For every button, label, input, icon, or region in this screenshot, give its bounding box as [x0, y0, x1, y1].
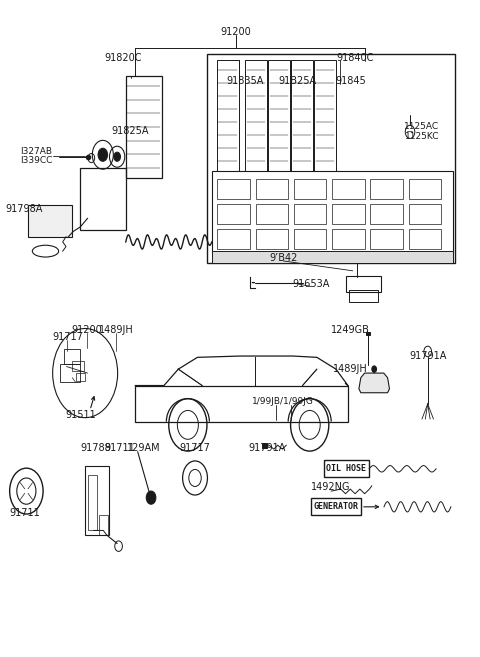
Bar: [371, 204, 403, 223]
Bar: [408, 204, 441, 223]
Bar: [294, 229, 326, 248]
Bar: [256, 204, 288, 223]
Bar: [60, 364, 80, 382]
Bar: [408, 229, 441, 248]
Text: 91798A: 91798A: [6, 204, 43, 214]
Text: I327AB: I327AB: [20, 147, 52, 156]
Text: 91711: 91711: [9, 509, 40, 518]
Text: 9’B42: 9’B42: [269, 254, 298, 263]
Text: 91200: 91200: [71, 325, 102, 335]
Circle shape: [146, 491, 156, 504]
Text: I339CC: I339CC: [20, 156, 52, 165]
Text: 91B25A: 91B25A: [279, 76, 317, 85]
Bar: [346, 276, 382, 292]
Bar: [294, 204, 326, 223]
Circle shape: [114, 152, 120, 162]
Text: 91825A: 91825A: [112, 125, 149, 135]
Bar: [99, 515, 108, 535]
Bar: [212, 171, 453, 253]
Text: 91820C: 91820C: [105, 53, 142, 63]
Bar: [75, 373, 85, 381]
Text: GENERATOR: GENERATOR: [313, 503, 359, 511]
Text: 91845: 91845: [335, 76, 366, 85]
Text: 91835A: 91835A: [227, 76, 264, 85]
Bar: [72, 361, 84, 371]
Bar: [135, 386, 348, 422]
Bar: [371, 229, 403, 248]
Text: 91840C: 91840C: [336, 53, 374, 63]
Bar: [366, 332, 370, 335]
Text: 1492NG: 1492NG: [311, 482, 350, 492]
Text: 1/99JB/1/99JG: 1/99JB/1/99JG: [252, 397, 313, 407]
Bar: [28, 205, 72, 237]
Bar: [217, 229, 250, 248]
Bar: [217, 179, 250, 198]
Bar: [268, 60, 290, 171]
Bar: [217, 204, 250, 223]
Bar: [371, 179, 403, 198]
Bar: [80, 168, 126, 230]
Bar: [245, 60, 267, 171]
Bar: [256, 179, 288, 198]
Bar: [408, 179, 441, 198]
Text: 91511: 91511: [65, 410, 96, 420]
Text: OIL HOSE: OIL HOSE: [326, 464, 367, 473]
Bar: [294, 179, 326, 198]
Text: 91791A: 91791A: [248, 443, 286, 453]
Bar: [256, 229, 288, 248]
Bar: [332, 179, 365, 198]
Bar: [64, 350, 80, 364]
Circle shape: [372, 366, 377, 373]
Text: 1125AC: 1125AC: [405, 122, 440, 131]
Bar: [332, 229, 365, 248]
Text: 1489JH: 1489JH: [333, 364, 368, 374]
Bar: [126, 76, 162, 177]
Bar: [216, 60, 239, 171]
Circle shape: [98, 148, 108, 162]
Bar: [349, 290, 378, 302]
Text: 91788: 91788: [81, 443, 111, 453]
Text: 91200: 91200: [220, 27, 251, 37]
Bar: [332, 204, 365, 223]
Text: 91717: 91717: [52, 332, 83, 342]
Bar: [311, 498, 361, 515]
Bar: [324, 461, 369, 478]
Text: 1249GB: 1249GB: [331, 325, 370, 335]
Bar: [212, 251, 453, 263]
Text: 91711: 91711: [105, 443, 135, 453]
Text: 1125KC: 1125KC: [405, 132, 439, 141]
Text: 91791A: 91791A: [409, 351, 446, 361]
Bar: [207, 55, 456, 263]
Text: 129AM: 129AM: [127, 443, 161, 453]
Polygon shape: [359, 373, 389, 393]
Bar: [88, 475, 97, 530]
Text: 91717: 91717: [180, 443, 210, 453]
Bar: [262, 443, 267, 448]
Bar: [314, 60, 336, 171]
Text: 91653A: 91653A: [292, 279, 330, 289]
Bar: [291, 60, 313, 171]
Text: 1489JH: 1489JH: [99, 325, 133, 335]
Bar: [85, 466, 109, 535]
